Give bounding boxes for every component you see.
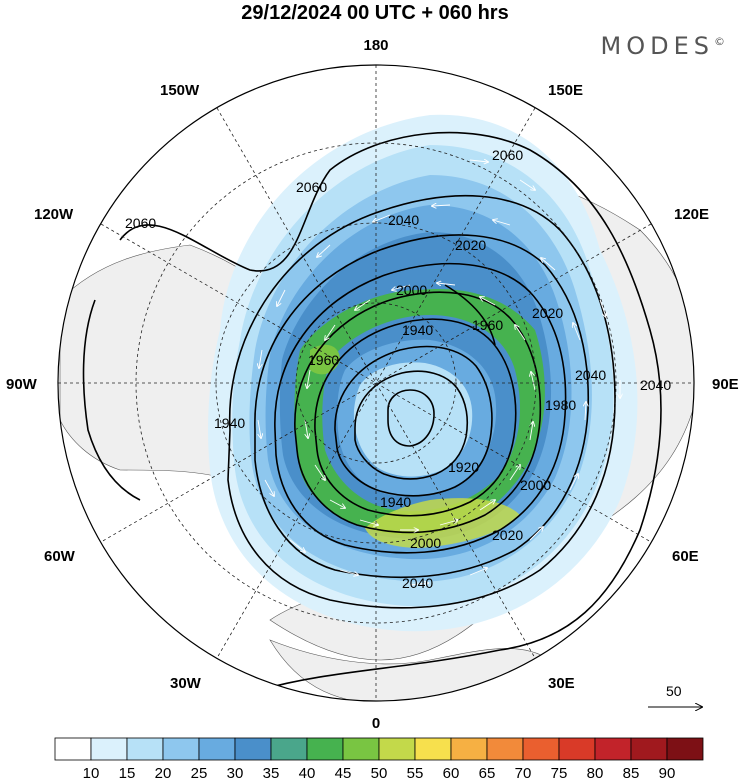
colorbar-swatch [558,737,596,761]
colorbar-tick-label: 90 [659,765,676,782]
contour-label: 2060 [296,179,327,195]
contour-label: 1940 [380,494,411,510]
contour-label: 1940 [402,322,433,338]
colorbar-swatch [234,737,272,761]
colorbar-tick-label: 40 [299,765,316,782]
wind-vectors [258,160,620,617]
contour-label: 1980 [545,397,576,413]
longitude-labels: 180 0 90W 90E 150W 120W 150E 120E 60W 30… [6,37,739,732]
colorbar-swatch [450,737,488,761]
contour-labels: 2060 2060 2060 2040 2040 2040 2040 2020 … [125,147,671,591]
contour-label: 2040 [402,575,433,591]
colorbar-swatch [378,737,416,761]
lon-label-30e: 30E [548,675,575,692]
colorbar-tick-label: 25 [191,765,208,782]
lon-label-0: 0 [372,715,380,732]
lon-label-90w: 90W [6,376,38,393]
colorbar-tick-label: 35 [263,765,280,782]
lon-label-120e: 120E [674,206,709,223]
colorbar-tick-label: 60 [443,765,460,782]
contour-label: 2040 [575,367,606,383]
colorbar-tick-label: 65 [479,765,496,782]
colorbar-tick-label: 55 [407,765,424,782]
colorbar-swatch [198,737,236,761]
lon-label-120w: 120W [34,206,74,223]
contour-label: 1960 [472,317,503,333]
contour-label: 2000 [520,477,551,493]
map-title: 29/12/2024 00 UTC + 060 hrs [241,2,509,24]
contour-label: 1960 [308,352,339,368]
colorbar: 10 15 20 25 30 35 40 45 50 55 60 65 70 75 80 85 90 [54,737,704,782]
colorbar-tick-label: 85 [623,765,640,782]
colorbar-tick-label: 75 [551,765,568,782]
colorbar-tick-label: 15 [119,765,136,782]
lon-label-60w: 60W [44,548,76,565]
colorbar-swatch [342,737,380,761]
colorbar-tick-label: 30 [227,765,244,782]
colorbar-tick-label: 20 [155,765,172,782]
lon-label-180: 180 [363,37,388,54]
colorbar-swatch [630,737,668,761]
lon-label-150e: 150E [548,82,583,99]
vector-key-value: 50 [666,683,682,699]
height-contours [82,131,662,691]
colorbar-swatch [162,737,200,761]
vector-key: 50 [648,683,702,707]
colorbar-swatch [54,737,92,761]
colorbar-swatch [306,737,344,761]
lon-label-60e: 60E [672,548,699,565]
colorbar-tick-label: 45 [335,765,352,782]
contour-label: 2020 [532,305,563,321]
colorbar-swatch [486,737,524,761]
wind-speed-shading [208,114,638,632]
lon-label-150w: 150W [160,82,200,99]
lon-label-30w: 30W [170,675,202,692]
contour-label: 2020 [492,527,523,543]
contour-label: 2020 [455,237,486,253]
contour-label: 1920 [448,459,479,475]
map-boundary [57,64,695,702]
colorbar-tick-label: 10 [83,765,100,782]
colorbar-swatch [270,737,308,761]
colorbar-swatch [90,737,128,761]
colorbar-tick-label: 50 [371,765,388,782]
colorbar-swatch [666,737,704,761]
colorbar-swatch [594,737,632,761]
contour-label: 2060 [125,215,156,231]
brand-copyright: © [714,35,730,48]
contour-label: 2040 [388,212,419,228]
contour-label: 2060 [492,147,523,163]
contour-label: 2040 [640,377,671,393]
contour-label: 2000 [410,535,441,551]
map-disc [58,65,694,701]
colorbar-tick-label: 70 [515,765,532,782]
lon-label-90e: 90E [712,376,739,393]
brand-name: MODES [600,32,714,60]
colorbar-swatch [126,737,164,761]
contour-label: 1940 [214,415,245,431]
colorbar-tick-label: 80 [587,765,604,782]
contour-label: 2000 [396,282,427,298]
graticule [58,65,694,701]
colorbar-swatch [414,737,452,761]
colorbar-swatch [522,737,560,761]
brand-logo: MODES© [601,32,730,60]
